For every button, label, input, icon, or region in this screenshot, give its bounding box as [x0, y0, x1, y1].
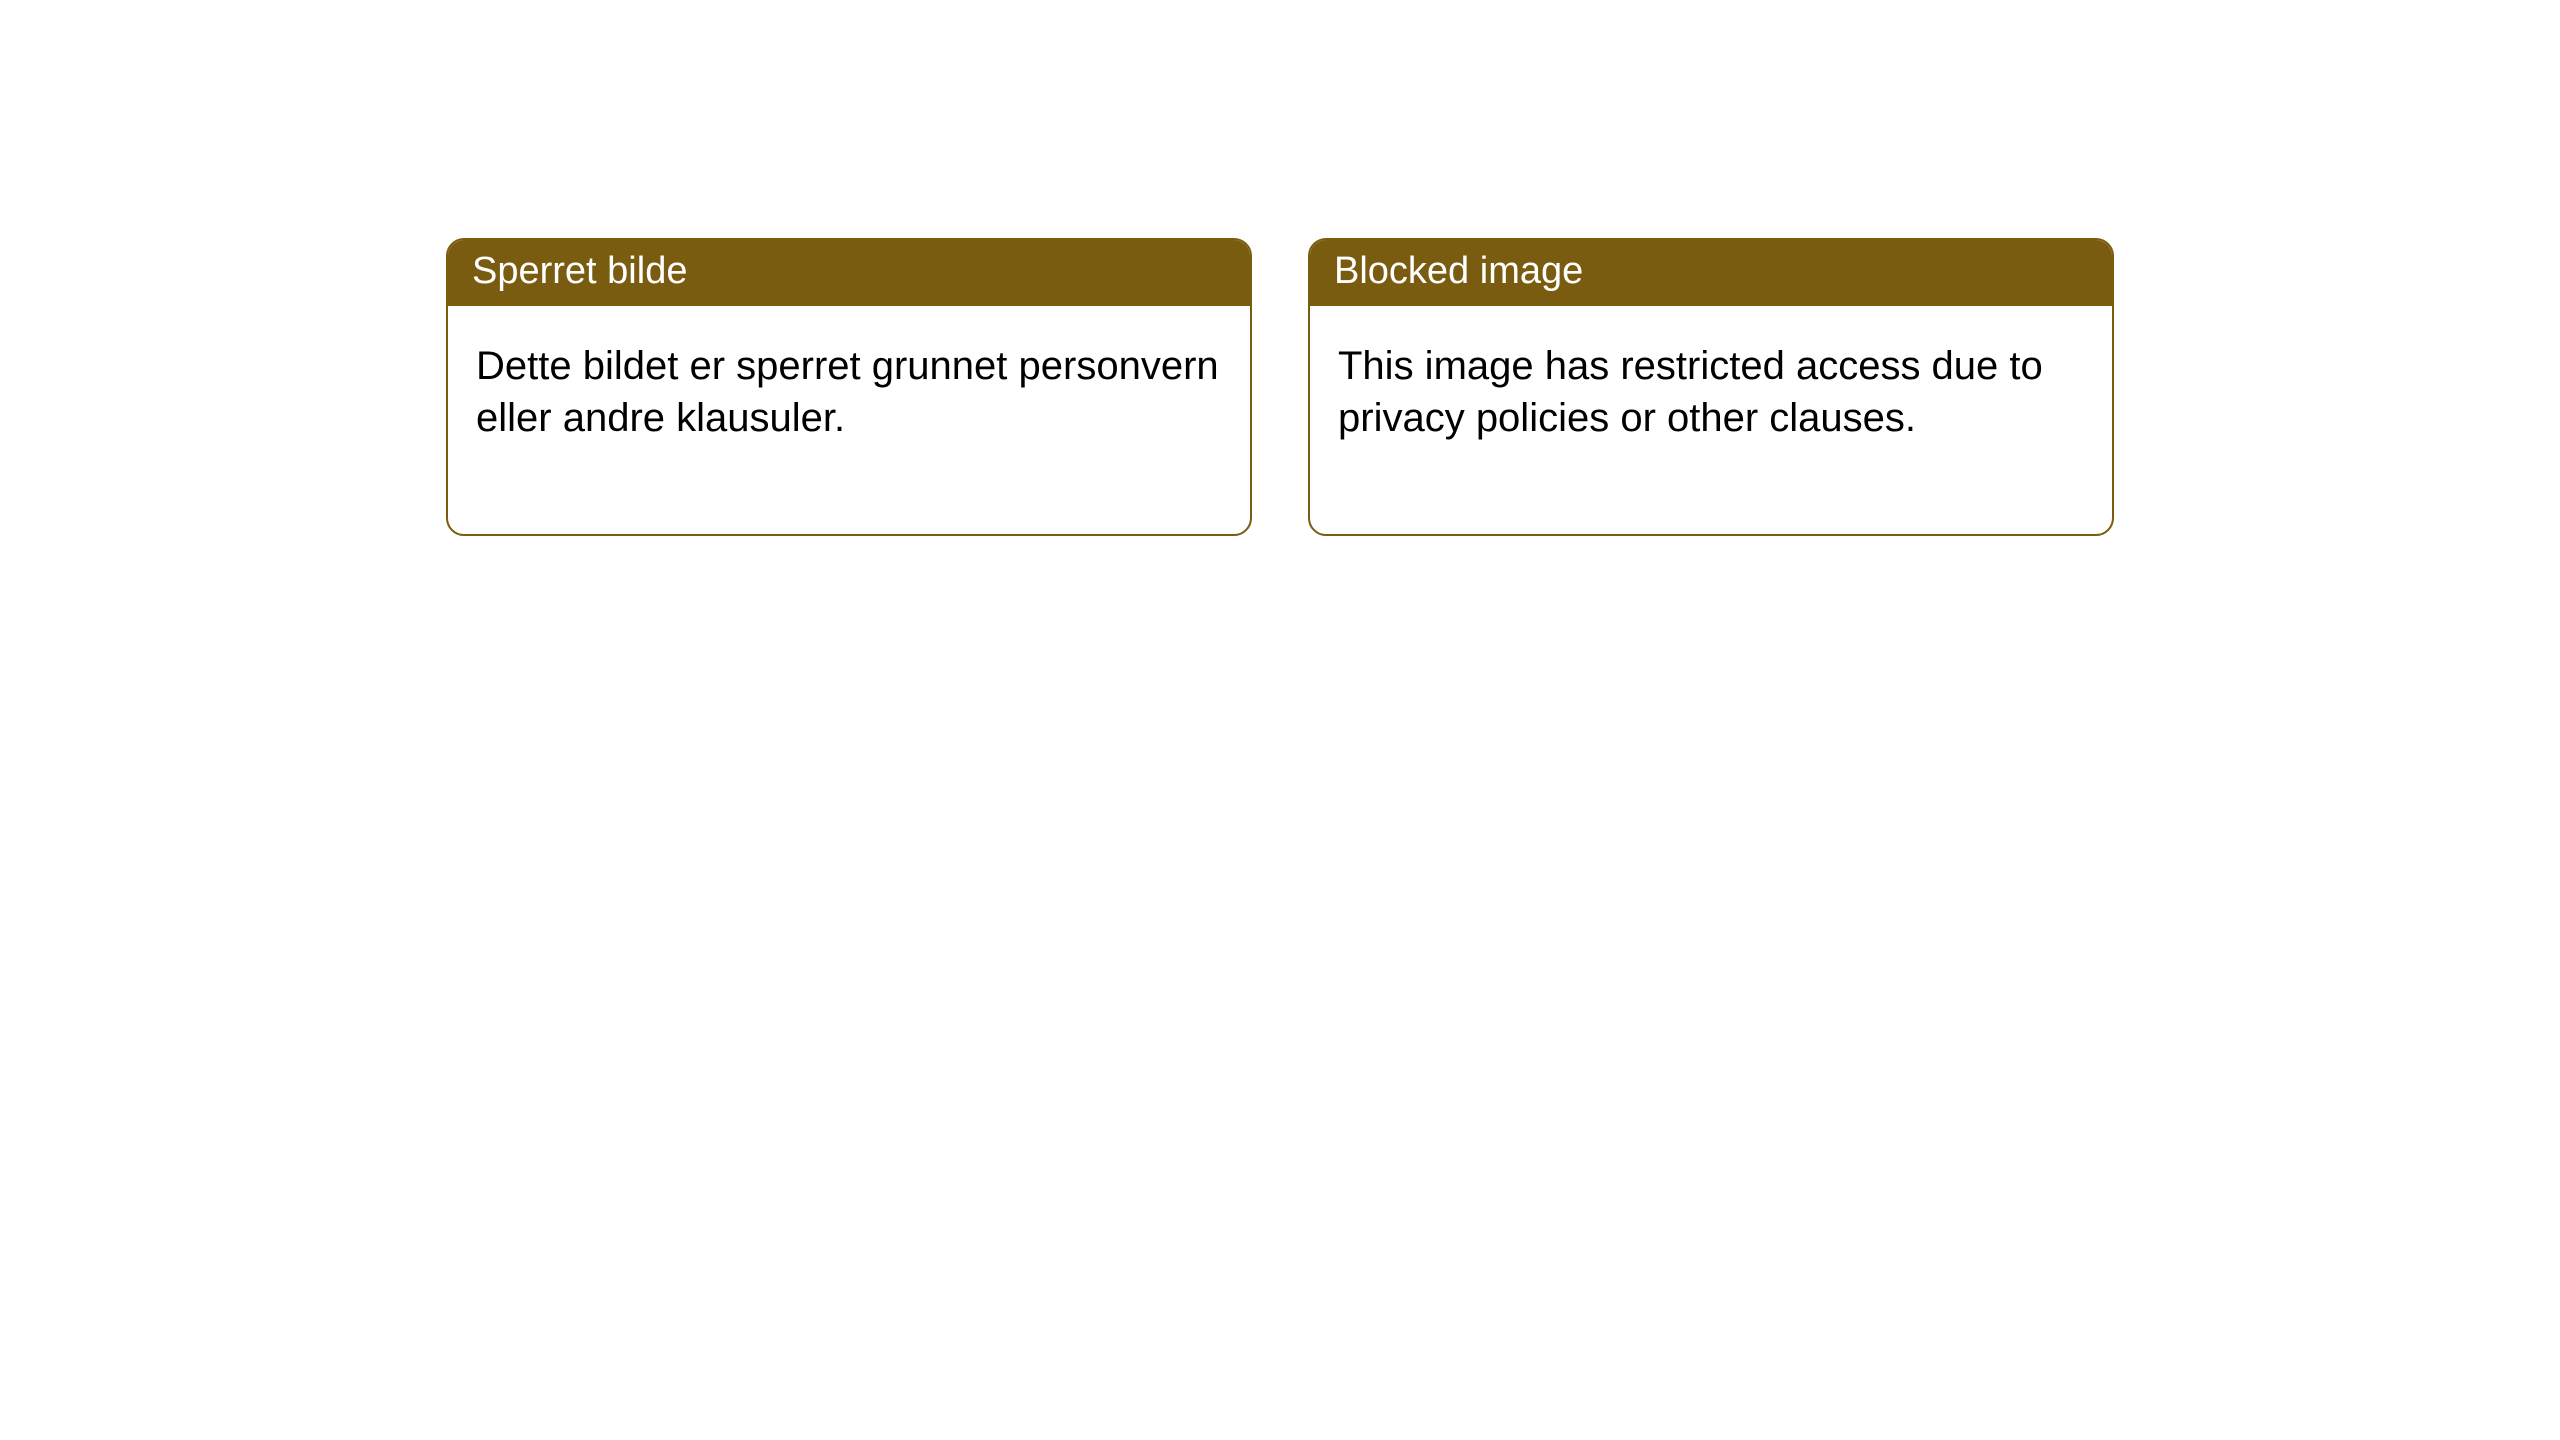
- notice-title-en: Blocked image: [1310, 240, 2112, 306]
- notice-card-no: Sperret bilde Dette bildet er sperret gr…: [446, 238, 1252, 536]
- notice-card-en: Blocked image This image has restricted …: [1308, 238, 2114, 536]
- notice-body-no: Dette bildet er sperret grunnet personve…: [448, 306, 1250, 534]
- notice-container: Sperret bilde Dette bildet er sperret gr…: [0, 0, 2560, 536]
- notice-title-no: Sperret bilde: [448, 240, 1250, 306]
- notice-body-en: This image has restricted access due to …: [1310, 306, 2112, 534]
